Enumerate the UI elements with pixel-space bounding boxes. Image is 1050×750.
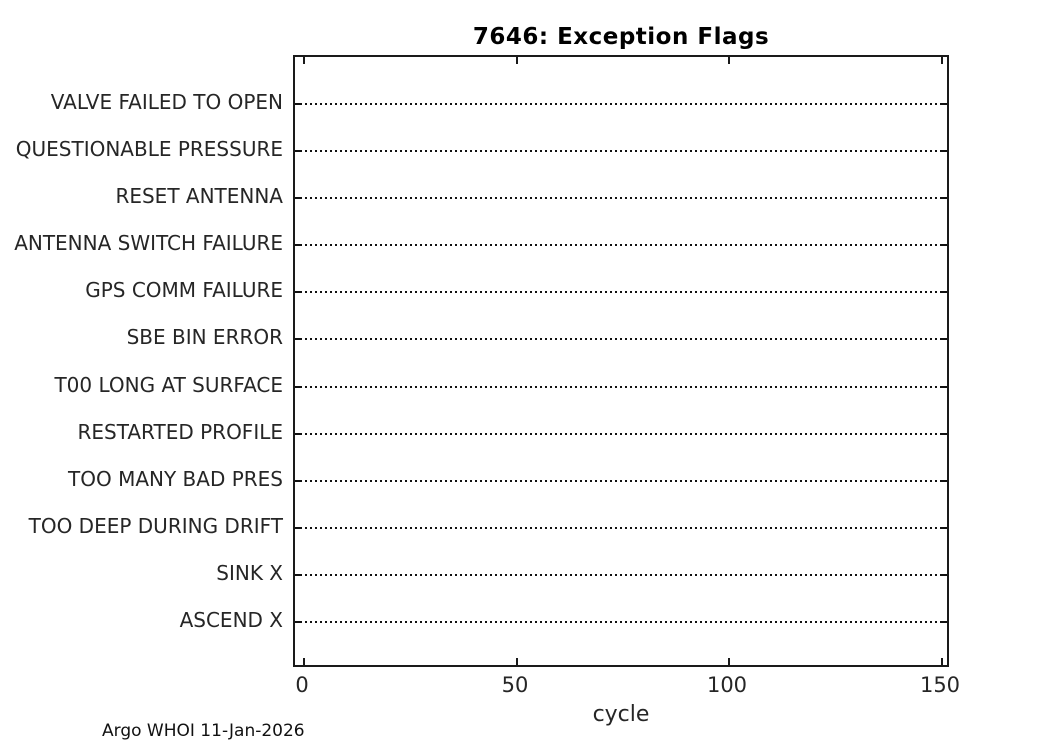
y-tick-mark-right [940, 150, 947, 152]
y-axis-label: TOO MANY BAD PRES [68, 467, 283, 491]
y-axis-label: RESET ANTENNA [115, 184, 283, 208]
y-axis-label: TOO DEEP DURING DRIFT [28, 514, 283, 538]
y-axis-label: GPS COMM FAILURE [85, 278, 283, 302]
gridline-dotted [295, 386, 947, 388]
y-tick-mark-left [295, 386, 302, 388]
y-axis-label: SINK X [216, 561, 283, 585]
y-tick-mark-right [940, 103, 947, 105]
gridline-dotted [295, 197, 947, 199]
x-tick-mark-top [728, 57, 730, 64]
y-axis-label: QUESTIONABLE PRESSURE [15, 137, 283, 161]
gridline-dotted [295, 574, 947, 576]
y-tick-mark-left [295, 103, 302, 105]
y-axis-label: VALVE FAILED TO OPEN [50, 90, 283, 114]
y-tick-mark-left [295, 197, 302, 199]
x-tick-mark-bottom [728, 658, 730, 665]
y-tick-mark-left [295, 621, 302, 623]
y-axis-labels: VALVE FAILED TO OPEN QUESTIONABLE PRESSUR… [0, 55, 283, 667]
y-tick-mark-left [295, 291, 302, 293]
x-tick-mark-top [303, 57, 305, 64]
x-tick-label: 150 [919, 673, 961, 697]
gridline-dotted [295, 103, 947, 105]
x-tick-mark-bottom [941, 658, 943, 665]
y-tick-mark-right [940, 291, 947, 293]
plot-area [293, 55, 949, 667]
y-axis-label: T00 LONG AT SURFACE [54, 373, 283, 397]
y-tick-mark-left [295, 433, 302, 435]
gridline-dotted [295, 291, 947, 293]
gridline-dotted [295, 527, 947, 529]
y-tick-mark-left [295, 150, 302, 152]
x-tick-mark-top [516, 57, 518, 64]
y-tick-mark-right [940, 527, 947, 529]
y-tick-mark-right [940, 197, 947, 199]
y-tick-mark-right [940, 480, 947, 482]
x-axis-label: cycle [592, 702, 650, 727]
x-tick-mark-bottom [516, 658, 518, 665]
y-tick-mark-right [940, 386, 947, 388]
x-tick-mark-top [941, 57, 943, 64]
y-tick-mark-right [940, 621, 947, 623]
gridline-dotted [295, 150, 947, 152]
y-tick-mark-right [940, 574, 947, 576]
y-tick-mark-left [295, 338, 302, 340]
gridline-dotted [295, 480, 947, 482]
x-tick-label: 50 [501, 673, 529, 697]
y-axis-label: ANTENNA SWITCH FAILURE [14, 231, 283, 255]
y-tick-mark-right [940, 338, 947, 340]
x-tick-label: 100 [706, 673, 748, 697]
y-tick-mark-left [295, 244, 302, 246]
y-axis-label: SBE BIN ERROR [126, 325, 283, 349]
y-tick-mark-left [295, 574, 302, 576]
y-tick-mark-right [940, 244, 947, 246]
gridline-dotted [295, 433, 947, 435]
y-axis-label: ASCEND X [179, 608, 283, 632]
gridline-dotted [295, 621, 947, 623]
y-axis-label: RESTARTED PROFILE [77, 420, 283, 444]
gridline-dotted [295, 244, 947, 246]
x-tick-label: 0 [295, 673, 309, 697]
x-tick-mark-bottom [303, 658, 305, 665]
y-tick-mark-right [940, 433, 947, 435]
y-tick-mark-left [295, 480, 302, 482]
chart-title: 7646: Exception Flags [472, 24, 770, 50]
gridline-dotted [295, 338, 947, 340]
footer-caption: Argo WHOI 11-Jan-2026 [102, 721, 305, 741]
y-tick-mark-left [295, 527, 302, 529]
